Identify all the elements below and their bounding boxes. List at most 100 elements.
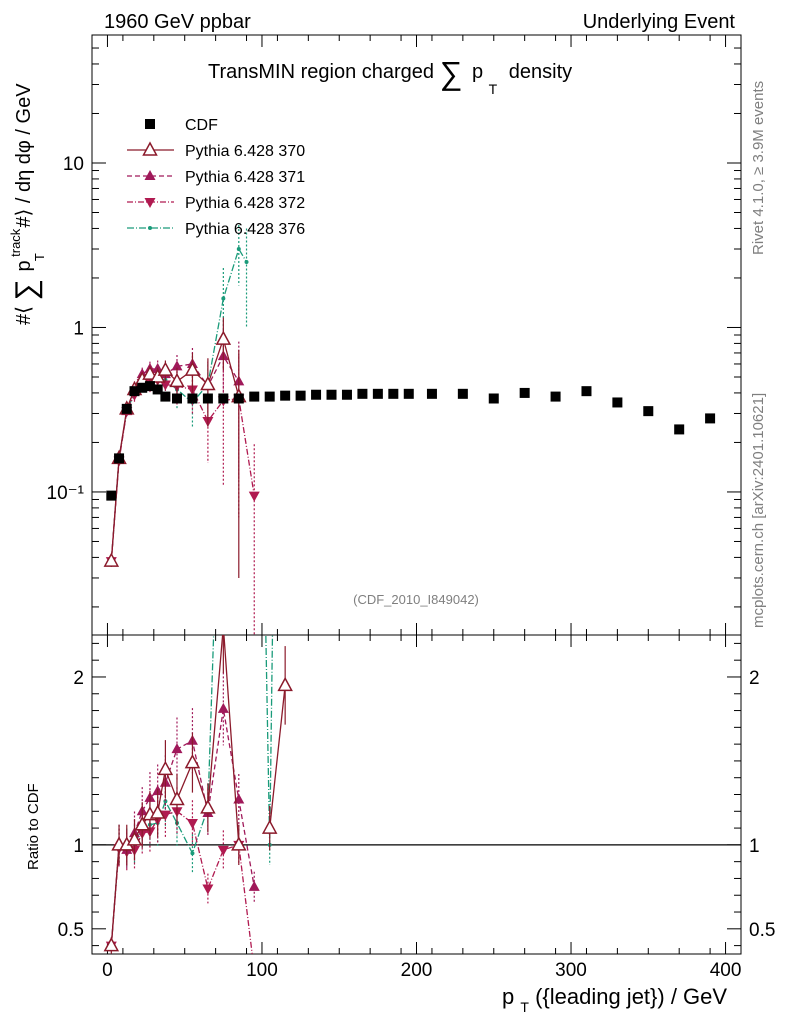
point-cdf [488,393,499,404]
axes: 0 100 200 300 400 10⁻¹ 1 10 0.5 0.5 1 1 2 2 [47,34,775,981]
ratio-point-p372 [186,819,198,830]
legend-marker-p370 [142,141,158,156]
y-tick-label: 10⁻¹ [47,483,85,504]
ratio-tick-label: 2 [73,668,84,689]
point-cdf [137,382,148,393]
ratio-point-p376 [252,3,256,7]
rivet-label: Rivet 4.1.0, ≥ 3.9M events [750,81,767,255]
x-tick-label: 0 [102,960,113,981]
point-cdf [264,391,275,402]
point-cdf [121,403,132,414]
ratio-tick-label: 1 [73,836,84,857]
point-p376 [244,260,249,265]
ratio-point-p370 [184,754,201,769]
main-plot-area [103,224,716,635]
ratio-point-p371 [248,880,260,891]
point-cdf [403,388,414,399]
ratio-point-p370 [231,836,247,851]
point-cdf [357,388,368,399]
point-cdf [326,389,337,400]
point-p370 [149,368,166,383]
legend-marker-cdf [145,119,155,129]
ratio-point-p372 [217,845,229,856]
point-p376 [236,246,241,251]
ratio-point-p372 [159,810,171,821]
legend-label-cdf: CDF [185,117,218,134]
series-cdf [106,381,716,501]
point-cdf [233,393,244,404]
legend-label-p370: Pythia 6.428 370 [185,143,305,160]
mcplots-label: mcplots.cern.ch [arXiv:2401.10621] [750,393,767,628]
point-cdf [152,384,163,395]
legend-label-p372: Pythia 6.428 372 [185,195,305,212]
header-energy: 1960 GeV ppbar [104,11,251,33]
point-cdf [202,393,213,404]
point-p370 [200,375,216,391]
point-cdf [311,389,322,400]
point-cdf [280,390,291,401]
legend-marker-p376 [148,226,152,230]
point-cdf [144,381,155,392]
series-line-p372 [110,379,255,562]
point-cdf [612,397,623,408]
point-cdf [372,388,383,399]
series-layer [103,3,716,954]
ratio-point-p371 [217,702,229,713]
y-axis-label: #⟨ ∑ p track T #⟩ / dη dφ / GeV [3,83,49,325]
point-cdf [674,424,685,435]
ratio-line-p371 [110,708,255,946]
ratio-line-p370 [269,685,286,829]
point-p370 [142,365,158,380]
y-tick-label: 10 [63,154,84,175]
ratio-point-p370 [261,819,278,834]
x-tick-label: 400 [710,960,742,981]
y-tick-label: 1 [73,318,84,339]
point-p370 [103,552,120,567]
point-cdf [218,393,229,404]
point-cdf [129,386,140,397]
ratio-point-p370 [277,676,293,692]
ratio-point-p370 [149,804,166,819]
ratio-point-p370 [134,816,150,831]
series-line-p370 [110,336,240,562]
point-cdf [457,388,468,399]
ratio-point-p371 [171,743,183,754]
ratio-point-p370 [103,937,120,952]
point-cdf [581,386,592,397]
legend-label-p371: Pythia 6.428 371 [185,169,305,186]
point-p376 [221,296,226,301]
ratio-panel-frame [91,634,742,955]
ratio-tick-label-right: 0.5 [749,920,775,941]
ratio-tick-label: 0.5 [58,920,84,941]
ratio-tick-label-right: 1 [749,836,760,857]
ratio-y-label: Ratio to CDF [25,783,42,870]
point-cdf [388,388,399,399]
analysis-id: (CDF_2010_I849042) [353,592,479,607]
legend-marker-p371 [144,170,156,180]
ratio-line-p376 [110,635,274,946]
point-cdf [643,406,654,417]
x-tick-label: 100 [246,960,278,981]
chart-title: TransMIN region charged ∑ p T density [208,55,572,99]
point-cdf [106,490,117,501]
header-process: Underlying Event [583,11,736,33]
ratio-point-p370 [157,760,174,776]
point-cdf [295,390,306,401]
point-cdf [705,413,716,424]
point-cdf [426,388,437,399]
ratio-point-p370 [217,620,230,632]
ratio-series-p370 [103,620,293,954]
point-cdf [187,393,198,404]
ratio-tick-label-right: 2 [749,668,760,689]
x-axis-label: p T ({leading jet}) / GeV [502,984,727,1017]
ratio-plot-area [103,3,293,954]
point-cdf [171,393,182,404]
ratio-point-p376 [190,851,195,856]
legend-label-p376: Pythia 6.428 376 [185,221,305,238]
point-p370 [157,361,174,376]
ratio-point-p376 [163,799,168,804]
point-p372 [248,491,260,502]
ratio-point-p370 [200,799,216,814]
point-cdf [341,389,352,400]
